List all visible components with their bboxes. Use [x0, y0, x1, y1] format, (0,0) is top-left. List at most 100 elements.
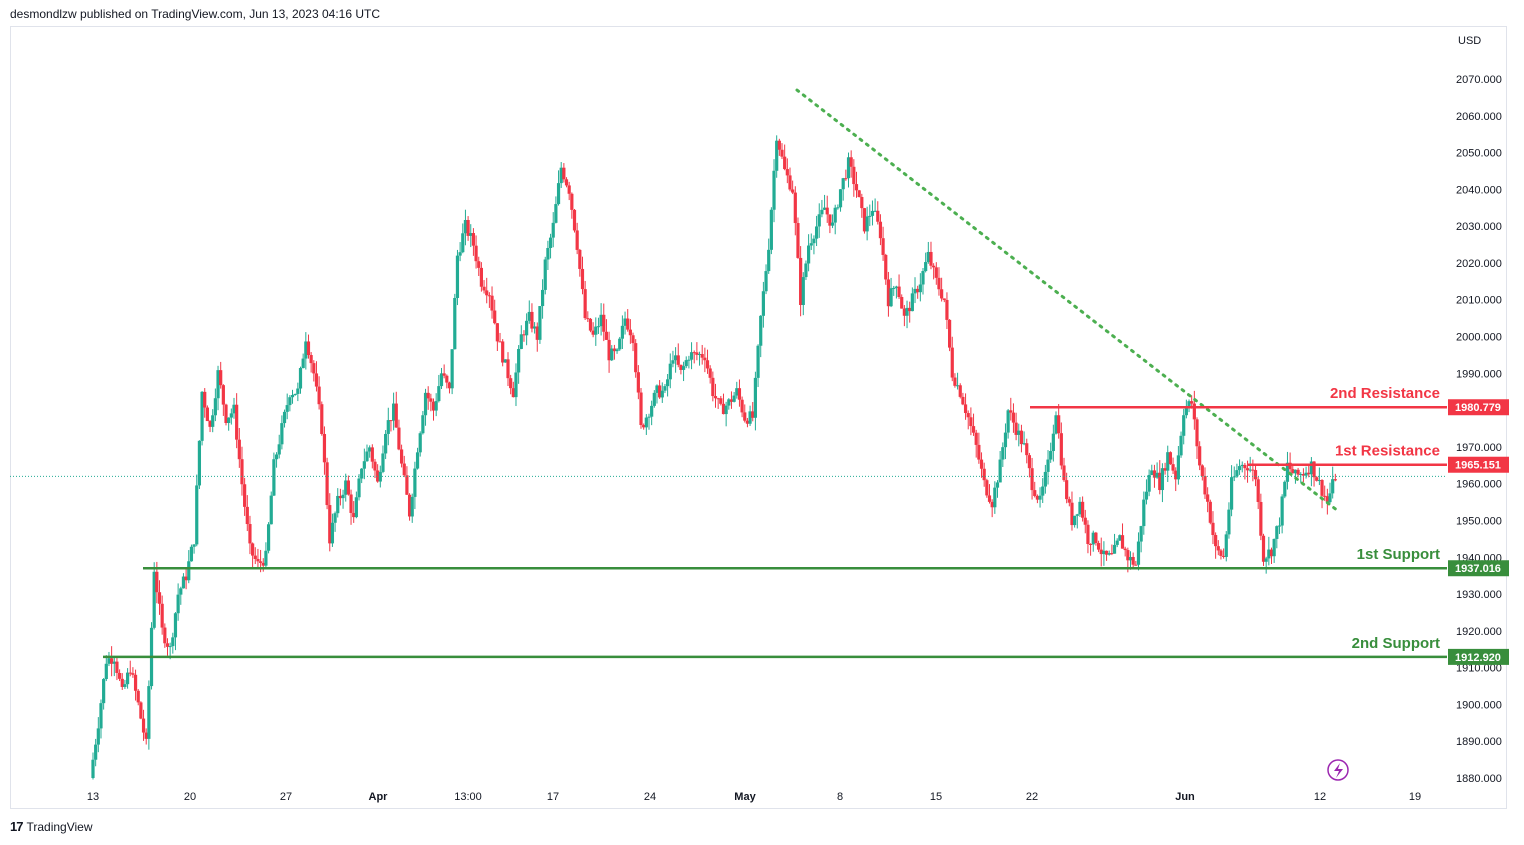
candle-body	[107, 658, 111, 664]
candle-body	[501, 341, 505, 363]
candle-body	[352, 512, 356, 518]
candle-body	[775, 140, 779, 171]
candle-body	[1088, 544, 1093, 546]
candle-body	[522, 334, 526, 336]
candle-body	[240, 459, 244, 485]
candle-body	[942, 298, 946, 300]
candle-body	[950, 347, 954, 378]
y-tick-label: 2030.000	[1456, 221, 1502, 233]
candle-body	[277, 444, 281, 455]
candle-body	[1291, 469, 1295, 474]
candle-body	[232, 404, 236, 414]
y-tick-label: 2010.000	[1456, 295, 1502, 307]
candle-body	[767, 249, 771, 272]
level-price-badge	[1448, 648, 1509, 665]
y-tick-label: 1890.000	[1456, 736, 1502, 748]
candle-body	[591, 330, 595, 335]
candle-body	[1043, 471, 1047, 487]
candle-body	[985, 480, 989, 496]
candle-body	[344, 480, 348, 495]
candle-body	[612, 348, 617, 352]
candle-body	[466, 219, 470, 236]
candle-body	[338, 495, 343, 499]
y-tick-label: 1970.000	[1456, 442, 1502, 454]
candle-body	[328, 505, 332, 544]
candle-body	[1011, 412, 1016, 423]
candle-body	[1067, 499, 1071, 503]
candle-body	[155, 571, 159, 593]
candle-body	[330, 522, 335, 544]
candle-body	[365, 451, 369, 462]
y-tick-label: 2000.000	[1456, 332, 1502, 344]
candle-body	[229, 413, 233, 418]
candle-body	[620, 325, 624, 339]
candle-body	[1200, 465, 1204, 477]
candle-body	[772, 170, 776, 210]
candle-body	[1256, 479, 1260, 502]
candle-body	[681, 366, 686, 370]
candle-body	[963, 404, 968, 414]
candle-body	[1248, 469, 1252, 471]
y-tick-label: 1950.000	[1456, 515, 1502, 527]
candle-body	[181, 576, 186, 589]
candle-body	[471, 233, 476, 246]
candle-body	[684, 360, 688, 367]
lightning-icon[interactable]	[1327, 759, 1349, 781]
candle-body	[679, 364, 683, 370]
candle-body	[1328, 493, 1332, 503]
candle-body	[982, 468, 986, 481]
candle-body	[583, 289, 587, 319]
candle-body	[1264, 558, 1268, 562]
candle-body	[266, 524, 271, 551]
candle-body	[1176, 455, 1180, 480]
candle-body	[626, 318, 630, 330]
candle-body	[205, 407, 209, 422]
candle-body	[564, 179, 569, 186]
candle-body	[1134, 564, 1138, 566]
candle-body	[1320, 480, 1324, 496]
tradingview-logo-icon: 17	[10, 819, 24, 834]
candle-body	[1046, 459, 1050, 472]
candle-body	[937, 277, 941, 290]
candle-body	[1192, 403, 1196, 420]
candle-body	[1293, 469, 1298, 474]
candle-body	[634, 343, 638, 373]
candle-body	[120, 678, 124, 687]
candle-body	[450, 349, 454, 389]
candle-body	[711, 377, 715, 397]
candle-body	[556, 183, 561, 205]
candle-body	[269, 495, 273, 525]
candle-body	[833, 207, 837, 223]
candle-body	[141, 718, 146, 733]
candle-body	[320, 404, 324, 434]
downtrend-line[interactable]	[795, 88, 1338, 511]
candle-body	[719, 398, 723, 404]
candle-body	[485, 290, 489, 296]
candle-body	[245, 506, 249, 525]
candle-body	[1299, 474, 1303, 476]
candle-body	[1019, 430, 1024, 445]
y-tick-label: 2050.000	[1456, 148, 1502, 160]
y-tick-label: 2060.000	[1456, 111, 1502, 123]
candle-body	[575, 230, 579, 250]
candle-body	[525, 320, 529, 336]
candle-body	[724, 405, 728, 415]
candle-body	[969, 417, 973, 427]
candle-body	[285, 405, 289, 412]
candle-body	[235, 404, 239, 440]
y-tick-label: 2040.000	[1456, 184, 1502, 196]
y-tick-label: 1900.000	[1456, 699, 1502, 711]
candle-body	[567, 185, 571, 194]
candle-body	[1049, 451, 1053, 460]
candle-body	[1168, 452, 1173, 465]
candle-body	[1227, 509, 1231, 535]
candle-body	[687, 359, 691, 361]
candle-body	[495, 323, 499, 342]
candle-body	[431, 401, 436, 411]
y-tick-label: 2070.000	[1456, 74, 1502, 86]
candle-body	[695, 352, 699, 355]
candle-body	[360, 468, 364, 479]
level-price-badge	[1448, 399, 1509, 416]
candle-body	[1323, 495, 1327, 497]
